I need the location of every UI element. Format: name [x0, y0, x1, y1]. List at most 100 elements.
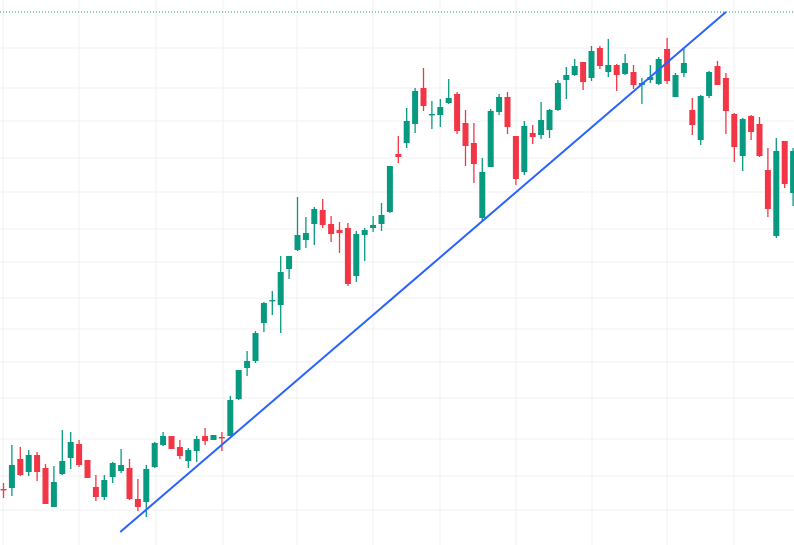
candle — [546, 109, 553, 138]
candle-body — [160, 436, 167, 445]
candle — [454, 92, 461, 134]
candle — [613, 64, 620, 91]
candle-body — [319, 210, 326, 225]
candle — [731, 113, 738, 162]
candle-body — [748, 116, 755, 132]
candle — [277, 256, 284, 333]
candle-body — [521, 126, 528, 172]
candle — [84, 460, 91, 478]
candle — [403, 108, 410, 148]
candle-body — [773, 151, 780, 236]
candle-body — [470, 143, 477, 164]
candle — [328, 216, 335, 242]
candle — [370, 216, 377, 232]
candle — [160, 432, 167, 446]
candle-body — [420, 88, 427, 106]
candle-body — [563, 75, 570, 80]
candle-body — [764, 170, 771, 209]
candle — [176, 440, 183, 459]
candle — [336, 222, 343, 253]
candle-body — [487, 111, 494, 167]
candle-body — [588, 51, 595, 78]
candle — [235, 370, 242, 400]
candle — [50, 466, 57, 507]
candle-body — [193, 439, 200, 451]
candle-body — [118, 465, 125, 471]
candle — [630, 65, 637, 89]
candle — [580, 62, 587, 90]
candle-body — [227, 400, 234, 436]
candle — [344, 223, 351, 286]
candle-body — [252, 333, 259, 361]
candle — [319, 199, 326, 228]
candle-body — [218, 437, 225, 439]
candle-body — [260, 303, 267, 323]
candle-body — [25, 455, 32, 472]
candle-body — [647, 77, 654, 80]
candle-body — [622, 63, 629, 74]
candle — [302, 217, 309, 248]
overlays — [0, 11, 794, 533]
candle — [227, 396, 234, 436]
candle-body — [454, 94, 461, 131]
candle-body — [781, 141, 788, 184]
candle — [67, 432, 74, 469]
candle — [773, 138, 780, 238]
candle-body — [790, 151, 794, 193]
candle-body — [202, 436, 209, 441]
candle-body — [168, 436, 175, 449]
candle-body — [328, 224, 335, 234]
candle-body — [210, 435, 217, 440]
candle-body — [496, 97, 503, 112]
candle-body — [134, 499, 141, 507]
candle-body — [294, 235, 301, 250]
candle-body — [412, 91, 419, 124]
candle — [706, 71, 713, 98]
candle-body — [353, 234, 360, 276]
candle — [680, 49, 687, 77]
candle — [496, 94, 503, 115]
candle-body — [67, 442, 74, 458]
candle-body — [84, 460, 91, 478]
candle-body — [143, 469, 150, 502]
candle — [134, 479, 141, 511]
candle-body — [50, 482, 57, 507]
candle — [101, 475, 108, 500]
candle — [622, 54, 629, 75]
candle — [244, 351, 251, 376]
candle — [311, 207, 318, 245]
candle-body — [739, 119, 746, 156]
candle — [378, 203, 385, 231]
candle — [185, 448, 192, 468]
candle-body — [680, 63, 687, 73]
candle — [126, 459, 133, 500]
candle — [25, 450, 32, 476]
candle-body — [370, 225, 377, 228]
candle-body — [613, 65, 620, 75]
candle — [395, 136, 402, 163]
candle-body — [286, 256, 293, 269]
candle — [504, 92, 511, 134]
candle-body — [462, 123, 469, 146]
candle — [487, 109, 494, 167]
candle-body — [529, 133, 536, 137]
candle — [210, 435, 217, 440]
candle-body — [504, 97, 511, 127]
candle-body — [479, 172, 486, 218]
candle — [59, 430, 66, 475]
candle — [529, 125, 536, 144]
candle-body — [538, 120, 545, 135]
candle — [445, 79, 452, 104]
candle-body — [546, 110, 553, 130]
candle-body — [59, 461, 66, 474]
candle — [437, 99, 444, 127]
candle-body — [151, 443, 158, 467]
candle — [361, 228, 368, 261]
candle — [118, 449, 125, 473]
candle-body — [672, 75, 679, 97]
candle — [353, 231, 360, 282]
candle — [92, 475, 99, 501]
candle — [151, 442, 158, 468]
candle — [294, 197, 301, 251]
